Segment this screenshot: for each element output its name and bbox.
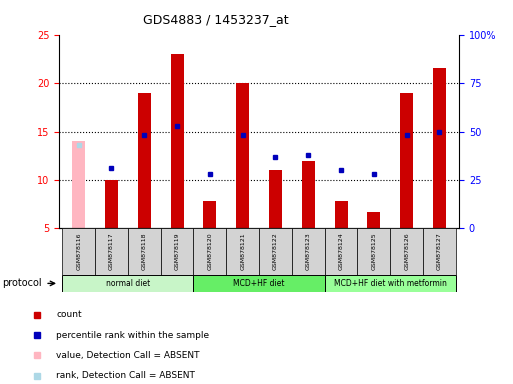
Text: rank, Detection Call = ABSENT: rank, Detection Call = ABSENT: [56, 371, 195, 380]
Bar: [128, 228, 161, 275]
Text: GSM878117: GSM878117: [109, 233, 114, 270]
Bar: [72, 141, 85, 228]
Bar: [193, 275, 325, 292]
Bar: [400, 93, 413, 228]
Bar: [95, 228, 128, 275]
Bar: [62, 228, 95, 275]
Text: MCD+HF diet: MCD+HF diet: [233, 279, 285, 288]
Text: MCD+HF diet with metformin: MCD+HF diet with metformin: [334, 279, 447, 288]
Text: GSM878120: GSM878120: [207, 233, 212, 270]
Bar: [325, 228, 358, 275]
Bar: [137, 93, 151, 228]
Text: GSM878127: GSM878127: [437, 233, 442, 270]
Bar: [170, 54, 184, 228]
Bar: [203, 201, 216, 228]
Bar: [367, 212, 381, 228]
Bar: [226, 228, 259, 275]
Bar: [302, 161, 315, 228]
Bar: [259, 228, 292, 275]
Text: protocol: protocol: [3, 278, 42, 288]
Bar: [269, 170, 282, 228]
Text: percentile rank within the sample: percentile rank within the sample: [56, 331, 209, 339]
Text: GDS4883 / 1453237_at: GDS4883 / 1453237_at: [143, 13, 288, 26]
Text: GSM878123: GSM878123: [306, 233, 311, 270]
Text: GSM878126: GSM878126: [404, 233, 409, 270]
Bar: [325, 275, 456, 292]
Bar: [334, 201, 348, 228]
Text: GSM878122: GSM878122: [273, 233, 278, 270]
Bar: [358, 228, 390, 275]
Bar: [193, 228, 226, 275]
Bar: [236, 83, 249, 228]
Text: GSM878121: GSM878121: [240, 233, 245, 270]
Text: count: count: [56, 310, 82, 319]
Bar: [292, 228, 325, 275]
Text: normal diet: normal diet: [106, 279, 150, 288]
Bar: [105, 180, 118, 228]
Bar: [433, 68, 446, 228]
Text: value, Detection Call = ABSENT: value, Detection Call = ABSENT: [56, 351, 200, 360]
Bar: [423, 228, 456, 275]
Text: GSM878119: GSM878119: [174, 233, 180, 270]
Text: GSM878116: GSM878116: [76, 233, 81, 270]
Text: GSM878124: GSM878124: [339, 233, 344, 270]
Bar: [161, 228, 193, 275]
Text: GSM878118: GSM878118: [142, 233, 147, 270]
Bar: [390, 228, 423, 275]
Bar: [62, 275, 193, 292]
Text: GSM878125: GSM878125: [371, 233, 377, 270]
